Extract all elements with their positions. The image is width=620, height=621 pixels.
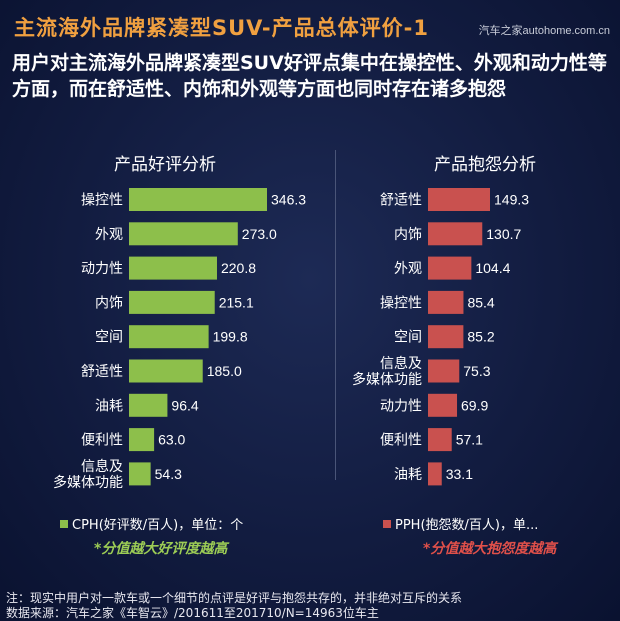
category-label: 舒适性 [380,192,422,208]
brand-watermark: 汽车之家autohome.com.cn [478,25,610,37]
category-label: 空间 [95,329,123,345]
subtitle: 用户对主流海外品牌紧凑型SUV好评点集中在操控性、外观和动力性等方面，而在舒适性… [12,52,607,100]
bar [428,462,442,486]
left-chart-title: 产品好评分析 [114,155,216,175]
category-label: 信息及 [81,458,123,474]
page-title: 主流海外品牌紧凑型SUV-产品总体评价-1 [14,16,429,40]
legend-label: PPH(抱怨数/百人)，单... [395,518,539,533]
legend-swatch [60,520,68,528]
value-label: 57.1 [456,432,483,448]
bar [428,290,464,314]
category-label: 操控性 [380,294,422,310]
bar [129,393,168,417]
value-label: 215.1 [219,294,254,310]
footer-note: 注：现实中用户对一款车或一个细节的点评是好评与抱怨共存的，并非绝对互斥的关系 [6,591,463,605]
complaint-chart: 舒适性 149.3 内饰 130.7 外观 104.4 操控性 85.4 空间 85.2 信息及多媒… [352,188,529,486]
bar [129,428,155,452]
right-legend: PPH(抱怨数/百人)，单... [383,514,538,533]
value-label: 273.0 [242,226,277,242]
category-label: 内饰 [394,226,422,242]
value-label: 75.3 [463,363,490,379]
category-label: 舒适性 [81,363,123,379]
value-label: 185.0 [207,363,242,379]
divider [335,150,336,480]
value-label: 130.7 [486,226,521,242]
value-label: 54.3 [155,466,182,482]
bar [428,222,483,246]
data-source: 数据来源：汽车之家《车智云》/201611至201710/N=14963位车主 [6,606,379,620]
category-label: 内饰 [95,294,123,310]
bar [428,359,460,383]
bar [129,290,215,314]
category-label: 外观 [394,260,422,276]
bar [428,325,464,349]
bar [129,462,151,486]
bar [428,393,458,417]
category-label: 油耗 [95,397,123,413]
good-review-chart: 操控性 346.3 外观 273.0 动力性 220.8 内饰 215.1 空间 199.8 舒适性… [53,188,306,490]
category-label: 便利性 [81,432,123,448]
value-label: 69.9 [461,397,488,413]
category-label: 动力性 [380,397,422,413]
bar [129,222,238,246]
value-label: 85.4 [467,294,494,310]
category-label: 操控性 [81,192,123,208]
bar [129,325,209,349]
bar [428,188,490,211]
value-label: 96.4 [171,397,198,413]
bar [428,256,472,280]
left-note: *分值越大好评度越高 [94,541,228,557]
value-label: 33.1 [446,466,473,482]
category-label: 多媒体功能 [53,474,123,490]
category-label: 动力性 [81,260,123,276]
bar [428,428,452,452]
value-label: 104.4 [475,260,510,276]
bar [129,359,203,383]
value-label: 220.8 [221,260,256,276]
value-label: 149.3 [494,192,529,208]
bar [129,188,267,211]
legend-label: CPH(好评数/百人)，单位：个 [72,518,244,533]
bar [129,256,217,280]
value-label: 346.3 [271,192,306,208]
legend-swatch [383,520,391,528]
left-legend: CPH(好评数/百人)，单位：个 [60,514,243,533]
category-label: 外观 [95,226,123,242]
value-label: 199.8 [213,329,248,345]
category-label: 信息及 [380,355,422,371]
category-label: 油耗 [394,466,422,482]
category-label: 空间 [394,329,422,345]
value-label: 63.0 [158,432,185,448]
category-label: 多媒体功能 [352,371,422,387]
right-note: *分值越大抱怨度越高 [423,541,557,557]
value-label: 85.2 [467,329,494,345]
right-chart-title: 产品抱怨分析 [434,155,536,175]
category-label: 便利性 [380,432,422,448]
